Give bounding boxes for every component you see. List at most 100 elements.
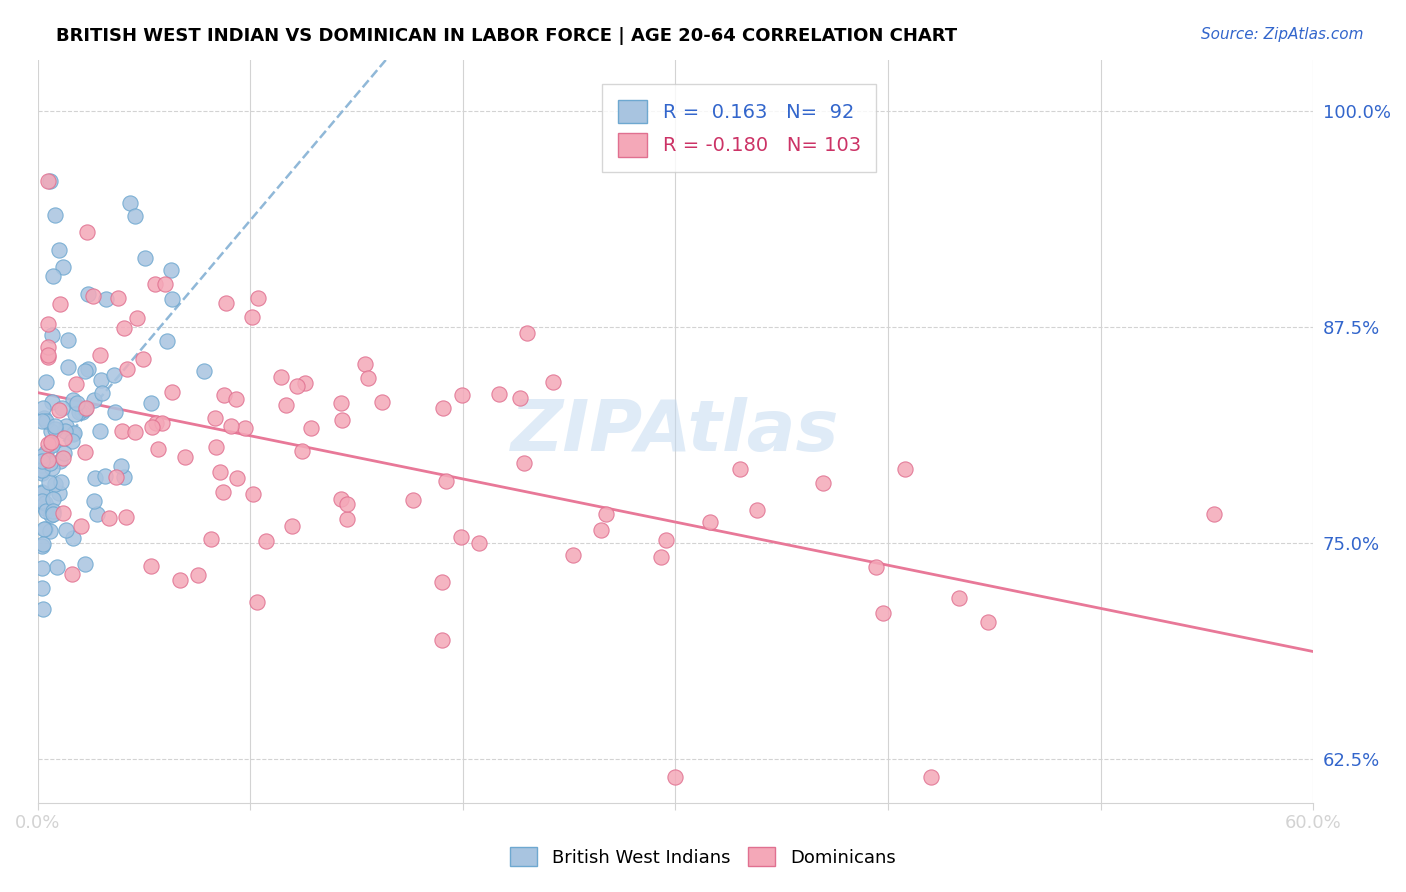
Point <box>49 475 72 489</box>
Point <box>75 364 97 378</box>
Point <box>145 416 167 430</box>
Point <box>98 511 121 525</box>
Point <box>110 458 132 473</box>
Point <box>44 208 66 222</box>
Point <box>589 523 612 537</box>
Point <box>39 524 62 538</box>
Point <box>107 292 129 306</box>
Point <box>335 497 357 511</box>
Point <box>31 466 53 480</box>
Point <box>434 475 457 489</box>
Point <box>371 395 394 409</box>
Point <box>153 277 176 291</box>
Point <box>41 460 63 475</box>
Point <box>65 377 87 392</box>
Point <box>67 405 90 419</box>
Point <box>112 470 135 484</box>
Point <box>31 539 53 553</box>
Text: Source: ZipAtlas.com: Source: ZipAtlas.com <box>1201 27 1364 42</box>
Point <box>35 444 58 458</box>
Point <box>212 388 235 402</box>
Point <box>193 364 215 378</box>
Point <box>38 475 60 489</box>
Point <box>41 438 63 452</box>
Point <box>150 416 173 430</box>
Point <box>44 419 66 434</box>
Point <box>187 567 209 582</box>
Point <box>865 560 887 574</box>
Point <box>35 375 58 389</box>
Point <box>73 557 96 571</box>
Point <box>330 395 353 409</box>
Point <box>56 360 79 375</box>
Point <box>42 492 65 507</box>
Point <box>432 401 454 415</box>
Point <box>512 456 534 470</box>
Text: ZIPAtlas: ZIPAtlas <box>512 397 839 466</box>
Point <box>894 462 917 476</box>
Point <box>215 296 238 310</box>
Point <box>39 424 62 438</box>
Point <box>920 770 942 784</box>
Point <box>541 375 564 389</box>
Point <box>55 418 77 433</box>
Point <box>160 262 183 277</box>
Point <box>35 500 58 515</box>
Point <box>52 450 75 465</box>
Point <box>160 385 183 400</box>
Point <box>104 405 127 419</box>
Point <box>39 508 62 522</box>
Point <box>89 424 111 438</box>
Point <box>37 318 59 332</box>
Point <box>160 292 183 306</box>
Point <box>44 422 66 436</box>
Point <box>212 484 235 499</box>
Point <box>76 287 98 301</box>
Point <box>509 391 531 405</box>
Point <box>291 443 314 458</box>
Point <box>299 420 322 434</box>
Point <box>37 350 59 364</box>
Point <box>37 340 59 354</box>
Point <box>655 533 678 547</box>
Point <box>699 516 721 530</box>
Point <box>246 595 269 609</box>
Point <box>86 507 108 521</box>
Point <box>34 496 56 510</box>
Point <box>200 532 222 546</box>
Point <box>82 289 104 303</box>
Point <box>31 449 53 463</box>
Point <box>52 446 75 460</box>
Point <box>330 413 353 427</box>
Point <box>468 536 491 550</box>
Point <box>37 453 59 467</box>
Point <box>219 419 242 434</box>
Point <box>34 414 56 428</box>
Point <box>94 468 117 483</box>
Point <box>595 507 617 521</box>
Point <box>664 770 686 784</box>
Point <box>872 606 894 620</box>
Point <box>294 376 316 391</box>
Point <box>49 454 72 468</box>
Point <box>115 361 138 376</box>
Point <box>62 531 84 545</box>
Legend: British West Indians, Dominicans: British West Indians, Dominicans <box>503 840 903 874</box>
Point <box>143 277 166 291</box>
Point <box>276 398 298 412</box>
Point <box>127 311 149 326</box>
Point <box>124 425 146 439</box>
Point <box>205 440 228 454</box>
Point <box>52 431 75 445</box>
Point <box>63 407 86 421</box>
Point <box>91 386 114 401</box>
Point <box>240 310 263 325</box>
Point <box>146 442 169 456</box>
Point <box>52 260 75 274</box>
Point <box>134 252 156 266</box>
Point <box>31 414 53 428</box>
Point <box>141 420 163 434</box>
Point <box>728 462 751 476</box>
Point <box>281 519 304 533</box>
Point <box>63 425 86 440</box>
